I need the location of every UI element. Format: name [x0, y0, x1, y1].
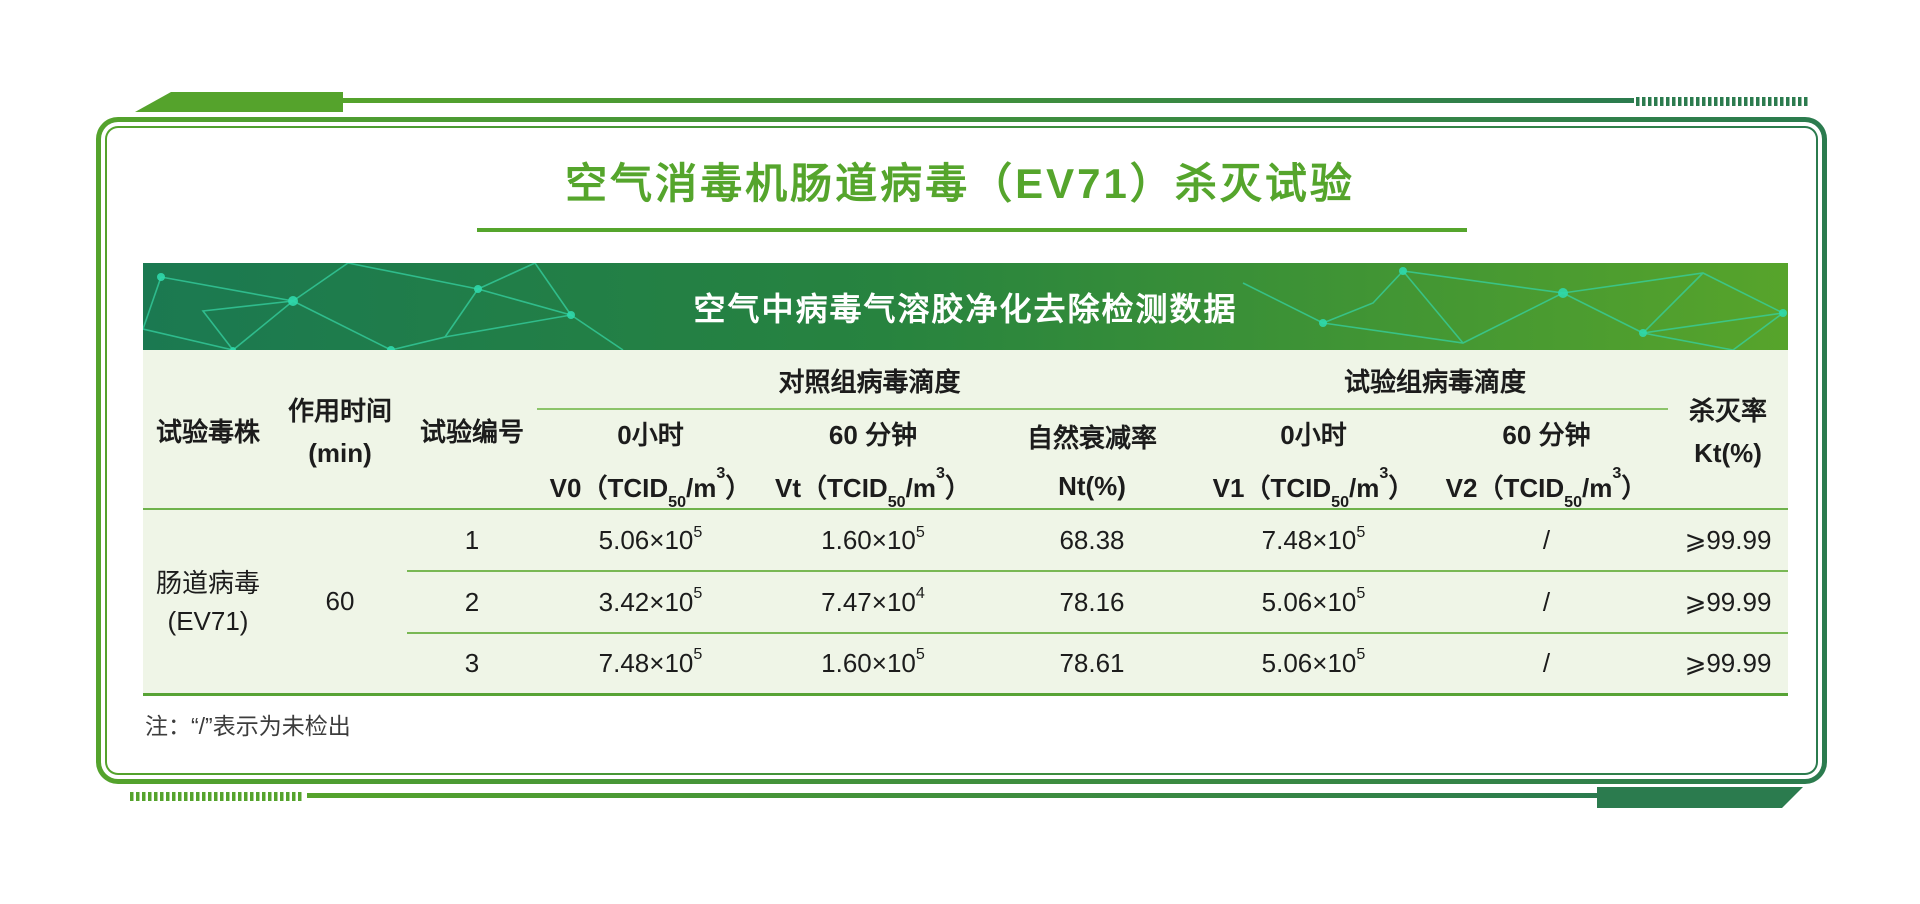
label-part: V2（TCID [1445, 473, 1565, 503]
label-part: ） [1388, 473, 1415, 503]
subheader-v2: 60 分钟 V2（TCID50/m3） [1425, 410, 1668, 510]
cell-vt: 1.60×10 5 [821, 522, 925, 555]
row-separator-line [407, 570, 1788, 572]
subheader-v2-unit: V2（TCID50/m3） [1445, 465, 1648, 510]
subheader-v1-time: 0小时 [1280, 420, 1347, 450]
header-time: 作用时间 (min) [273, 350, 407, 510]
value-base: 1.60×10 [821, 647, 916, 678]
header-kill-rate: 杀灭率 Kt(%) [1668, 350, 1788, 510]
subscript: 50 [668, 493, 687, 512]
cell-v2: / [1542, 586, 1551, 617]
subheader-v0-time: 0小时 [617, 420, 684, 450]
cell-v1: 5.06×10 5 [1261, 584, 1366, 617]
label-part: /m [686, 473, 717, 503]
subheader-vt: 60 分钟 Vt（TCID50/m3） [764, 410, 982, 510]
strain-name: 肠道病毒 [155, 567, 260, 598]
corner-tab-bottom-right [1597, 787, 1803, 808]
cell-v0: 3.42×10 5 [598, 584, 703, 617]
cell-kt: ⩾99.99 [1684, 586, 1772, 617]
label-part: ） [725, 473, 752, 503]
label-part: ） [1621, 473, 1648, 503]
subheader-decay-line1: 自然衰减率 [1026, 423, 1157, 453]
subheader-vt-unit: Vt（TCID50/m3） [775, 465, 971, 510]
value-base: 5.06×10 [598, 525, 694, 555]
network-pattern [143, 263, 1787, 350]
value-base: 1.60×10 [821, 525, 916, 555]
superscript: 3 [935, 464, 945, 483]
subheader-v0-unit: V0（TCID50/m3） [549, 465, 752, 510]
superscript: 3 [1612, 464, 1622, 483]
cell-vt: 1.60×10 5 [821, 645, 925, 678]
subscript: 50 [1564, 493, 1583, 512]
subheader-v1: 0小时 V1（TCID50/m3） [1202, 410, 1425, 510]
superscript: 3 [1379, 464, 1389, 483]
cell-v2: / [1542, 647, 1551, 678]
cell-v1: 7.48×10 5 [1261, 522, 1366, 555]
cell-test-no: 1 [464, 525, 480, 555]
cell-v2: / [1542, 525, 1551, 555]
bottom-left-tick-pattern [130, 792, 304, 801]
header-kill-line2: Kt(%) [1694, 438, 1762, 468]
cell-v1: 5.06×10 5 [1261, 645, 1366, 678]
title-underline [477, 228, 1467, 232]
label-part: /m [905, 473, 936, 503]
data-table: 试验毒株 作用时间 (min) 试验编号 对照组病毒滴度 试验组病毒滴度 杀灭率… [143, 350, 1788, 696]
strain-code: (EV71) [167, 605, 249, 636]
cell-test-no: 3 [464, 647, 480, 678]
banner-title: 空气中病毒气溶胶净化去除检测数据 [693, 290, 1238, 327]
header-separator-line [143, 508, 1788, 510]
cell-nt: 68.38 [1059, 525, 1125, 555]
cell-test-no: 2 [464, 586, 480, 617]
cell-nt: 78.61 [1059, 647, 1125, 678]
value-base: 3.42×10 [598, 586, 694, 617]
footnote: 注：“/”表示为未检出 [145, 713, 351, 739]
label-part: /m [1349, 473, 1380, 503]
label-part: /m [1582, 473, 1613, 503]
header-test-no: 试验编号 [419, 416, 524, 447]
top-accent-line [342, 98, 1634, 103]
cell-vt: 7.47×10 4 [821, 584, 925, 617]
subheader-v1-unit: V1（TCID50/m3） [1212, 465, 1415, 510]
header-test-group: 试验组病毒滴度 [1343, 366, 1526, 397]
row-separator-line [407, 632, 1788, 634]
label-part: V0（TCID [549, 473, 669, 503]
header-time-line1: 作用时间 [287, 396, 392, 426]
subscript: 50 [887, 493, 906, 512]
cell-strain-value: 肠道病毒 (EV71) [143, 510, 273, 693]
label-part: Vt（TCID [775, 473, 888, 503]
page-title: 空气消毒机肠道病毒（EV71）杀灭试验 [565, 160, 1355, 207]
bottom-accent-line [307, 793, 1597, 798]
value-base: 7.47×10 [821, 586, 916, 617]
value-base: 5.06×10 [1261, 647, 1357, 678]
subheader-decay-line2: Nt(%) [1058, 471, 1126, 501]
subscript: 50 [1331, 493, 1350, 512]
cell-kt: ⩾99.99 [1684, 525, 1772, 555]
value-base: 5.06×10 [1261, 586, 1357, 617]
value-base: 7.48×10 [1261, 525, 1357, 555]
value-base: 7.48×10 [598, 647, 694, 678]
corner-tab-top-left [135, 92, 343, 112]
cell-v0: 7.48×10 5 [598, 645, 703, 678]
table-banner: 空气中病毒气溶胶净化去除检测数据 [143, 263, 1788, 350]
header-strain: 试验毒株 [155, 416, 260, 447]
header-time-line2: (min) [308, 438, 372, 468]
group-header-underline [537, 408, 1668, 410]
subheader-v2-time: 60 分钟 [1502, 420, 1591, 450]
subheader-vt-time: 60 分钟 [828, 420, 918, 450]
top-right-tick-pattern [1636, 97, 1808, 106]
label-part: V1（TCID [1212, 473, 1332, 503]
cell-kt: ⩾99.99 [1684, 647, 1772, 678]
subheader-v0: 0小时 V0（TCID50/m3） [537, 410, 764, 510]
cell-nt: 78.16 [1059, 586, 1125, 617]
cell-v0: 5.06×10 5 [598, 522, 703, 555]
superscript: 3 [716, 464, 726, 483]
header-control-group: 对照组病毒滴度 [778, 366, 961, 397]
cell-time-value: 60 [325, 586, 355, 616]
label-part: ） [944, 473, 971, 503]
subheader-decay: 自然衰减率 Nt(%) [982, 410, 1202, 510]
header-kill-line1: 杀灭率 [1688, 396, 1767, 426]
